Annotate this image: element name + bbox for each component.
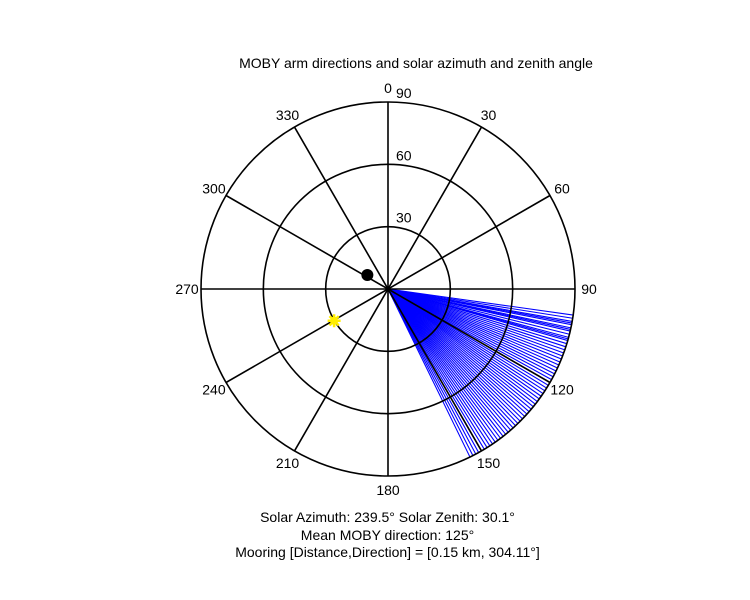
azimuth-tick-label: 180	[376, 482, 400, 498]
tick-labels: 0 30 60 90 120 150 180 210 240 270 300 330 30 60 90	[175, 80, 597, 498]
arm-line	[387, 288, 471, 458]
mooring-marker	[361, 269, 374, 282]
polar-grid	[200, 101, 576, 477]
azimuth-tick-label: 0	[384, 80, 392, 96]
sun-marker-core	[330, 316, 339, 325]
azimuth-tick-label: 60	[554, 181, 570, 197]
azimuth-tick-label: 210	[276, 455, 300, 471]
azimuth-tick-label: 30	[481, 107, 497, 123]
markers	[327, 269, 374, 328]
radial-tick-label: 30	[396, 210, 412, 226]
arm-direction-lines	[387, 288, 574, 458]
azimuth-tick-label: 270	[175, 281, 199, 297]
azimuth-tick-label: 150	[477, 455, 501, 471]
solar-angles-caption: Solar Azimuth: 239.5° Solar Zenith: 30.1…	[260, 509, 515, 525]
azimuth-tick-label: 90	[581, 281, 597, 297]
azimuth-tick-label: 240	[202, 382, 226, 398]
azimuth-tick-label: 300	[202, 181, 226, 197]
radial-tick-label: 90	[396, 85, 412, 101]
spoke-line	[293, 126, 483, 452]
azimuth-tick-label: 330	[276, 107, 300, 123]
mean-direction-caption: Mean MOBY direction: 125°	[300, 527, 475, 543]
mooring-caption: Mooring [Distance,Direction] = [0.15 km,…	[235, 544, 540, 560]
chart-title: MOBY arm directions and solar azimuth an…	[239, 55, 593, 71]
azimuth-tick-label: 120	[550, 382, 574, 398]
radial-tick-label: 60	[396, 147, 412, 163]
sun-marker	[327, 314, 341, 328]
